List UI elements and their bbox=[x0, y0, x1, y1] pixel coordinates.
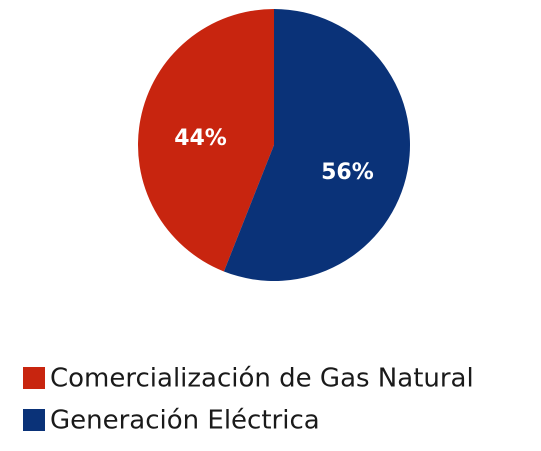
value-label: 44% bbox=[174, 126, 227, 151]
legend-label: Generación Eléctrica bbox=[50, 406, 320, 436]
pie-slice bbox=[137, 9, 274, 272]
pie-slice bbox=[223, 9, 410, 281]
legend-label: Comercialización de Gas Natural bbox=[50, 364, 474, 394]
legend-swatch bbox=[23, 367, 45, 389]
legend-swatch bbox=[23, 409, 45, 431]
value-label: 56% bbox=[321, 160, 374, 185]
